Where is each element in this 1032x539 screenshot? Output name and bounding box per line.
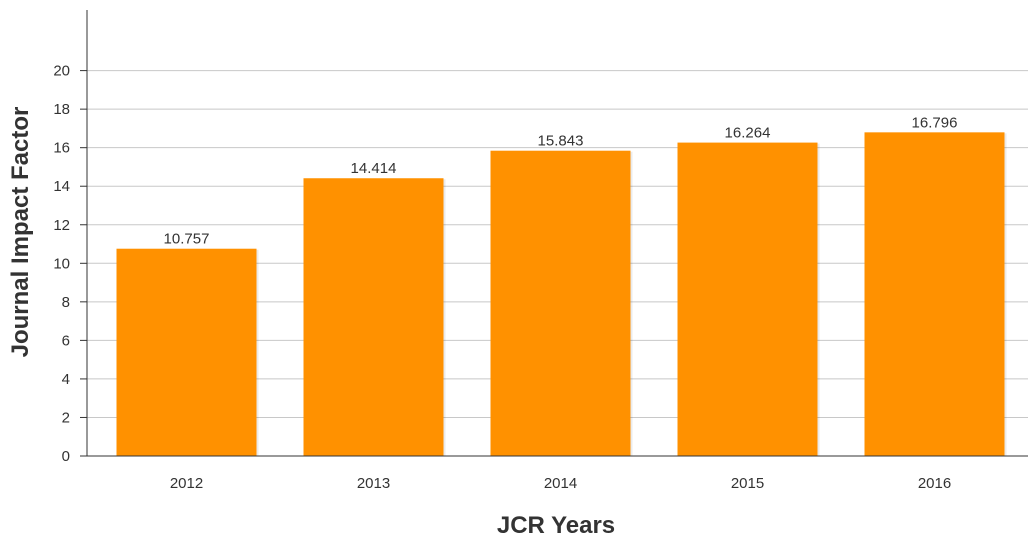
- data-label: 10.757: [164, 231, 210, 248]
- x-tick-label: 2015: [731, 475, 764, 492]
- labels: 0 2 4 6 8 10 12 14 16 18 20 10.757 2012 14.414 2013 15.…: [53, 63, 957, 492]
- data-label: 14.414: [351, 160, 397, 177]
- data-label: 16.264: [725, 125, 771, 142]
- bar: [677, 142, 818, 456]
- y-tick-label: 20: [53, 63, 70, 80]
- axes: [80, 10, 1028, 457]
- y-tick-label: 14: [53, 178, 70, 195]
- bar: [303, 178, 444, 456]
- y-tick-label: 0: [62, 448, 70, 465]
- bar: [864, 132, 1005, 457]
- y-tick-label: 8: [62, 294, 70, 311]
- y-axis-title: Journal Impact Factor: [7, 107, 34, 358]
- bars: [116, 132, 1007, 457]
- data-label: 16.796: [912, 114, 958, 131]
- bar: [116, 248, 257, 456]
- y-tick-label: 10: [53, 255, 70, 272]
- y-tick-label: 18: [53, 101, 70, 118]
- bar: [490, 150, 631, 456]
- y-tick-label: 12: [53, 217, 70, 234]
- y-tick-label: 6: [62, 332, 70, 349]
- data-label: 15.843: [538, 133, 584, 150]
- x-axis-title: JCR Years: [497, 512, 615, 539]
- x-tick-label: 2014: [544, 475, 577, 492]
- y-tick-label: 2: [62, 409, 70, 426]
- x-tick-label: 2016: [918, 475, 951, 492]
- x-tick-label: 2012: [170, 475, 203, 492]
- x-tick-label: 2013: [357, 475, 390, 492]
- y-tick-label: 4: [62, 371, 70, 388]
- y-tick-label: 16: [53, 140, 70, 157]
